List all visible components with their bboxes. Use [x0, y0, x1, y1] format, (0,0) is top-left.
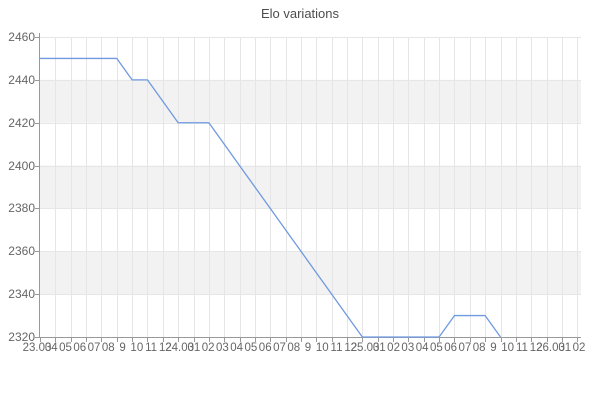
y-axis-label: 2360 [8, 244, 35, 259]
y-axis-label: 2400 [8, 158, 35, 173]
x-axis-hour-label: 07 [87, 342, 101, 354]
x-axis-hour-label: 10 [130, 342, 144, 354]
x-axis-hour-label: 05 [429, 342, 443, 354]
x-axis-hour-label: 03 [216, 342, 229, 354]
x-axis-hour-label: 9 [304, 342, 312, 354]
chart-title: Elo variations [260, 6, 340, 21]
x-axis-hour-label: 02 [572, 342, 586, 354]
x-axis-hour-label: 06 [73, 342, 87, 354]
x-axis-hour-label: 11 [515, 342, 528, 354]
x-axis-hour-label: 01 [372, 342, 386, 354]
x-axis-hour-label: 02 [387, 342, 400, 354]
x-axis-hour-label: 08 [287, 342, 301, 354]
x-axis-hour-label: 02 [201, 342, 215, 354]
x-axis-hour-label: 01 [558, 342, 572, 354]
x-axis-hour-label: 08 [472, 342, 486, 354]
x-axis-hour-label: 06 [258, 342, 272, 354]
x-axis-date-label: 25.03 [350, 342, 380, 354]
x-axis-hour-label: 07 [458, 342, 472, 354]
x-axis-hour-label: 11 [330, 342, 343, 354]
y-axis-label: 2320 [8, 330, 35, 344]
x-axis-hour-label: 04 [230, 342, 244, 354]
x-axis-hour-label: 07 [273, 342, 286, 354]
x-axis-date-label: 24.03 [165, 342, 195, 354]
x-axis-hour-label: 04 [44, 342, 58, 354]
x-axis-hour-label: 12 [158, 342, 172, 354]
y-axis-label: 2420 [8, 115, 35, 130]
band-row [40, 79, 581, 123]
x-axis-hour-label: 06 [444, 342, 458, 354]
x-axis-hour-label: 12 [344, 342, 358, 354]
x-axis-hour-label: 10 [315, 342, 329, 354]
x-axis-hour-label: 10 [501, 342, 515, 354]
x-axis-hour-label: 05 [244, 342, 258, 354]
x-axis-hour-label: 9 [119, 342, 126, 354]
x-axis-hour-label: 03 [401, 342, 415, 354]
x-axis-hour-label: 9 [490, 342, 497, 354]
x-axis-hour-label: 12 [529, 342, 543, 354]
band-row [40, 251, 581, 295]
x-axis-date-label: 26.03 [536, 342, 565, 354]
x-axis-date-label: 23.03 [22, 342, 52, 354]
band-row [40, 165, 581, 209]
y-axis-label: 2340 [8, 287, 35, 302]
y-axis-label: 2380 [8, 201, 35, 216]
y-axis-label: 2440 [8, 72, 35, 87]
y-axis-label: 2460 [8, 30, 35, 44]
elo-series-line [40, 57, 502, 338]
x-axis-hour-label: 04 [415, 342, 429, 354]
x-axis-hour-label: 01 [187, 342, 201, 354]
x-axis-hour-label: 05 [59, 342, 72, 354]
x-axis-hour-label: 08 [101, 342, 115, 354]
x-axis-hour-label: 11 [145, 342, 158, 354]
